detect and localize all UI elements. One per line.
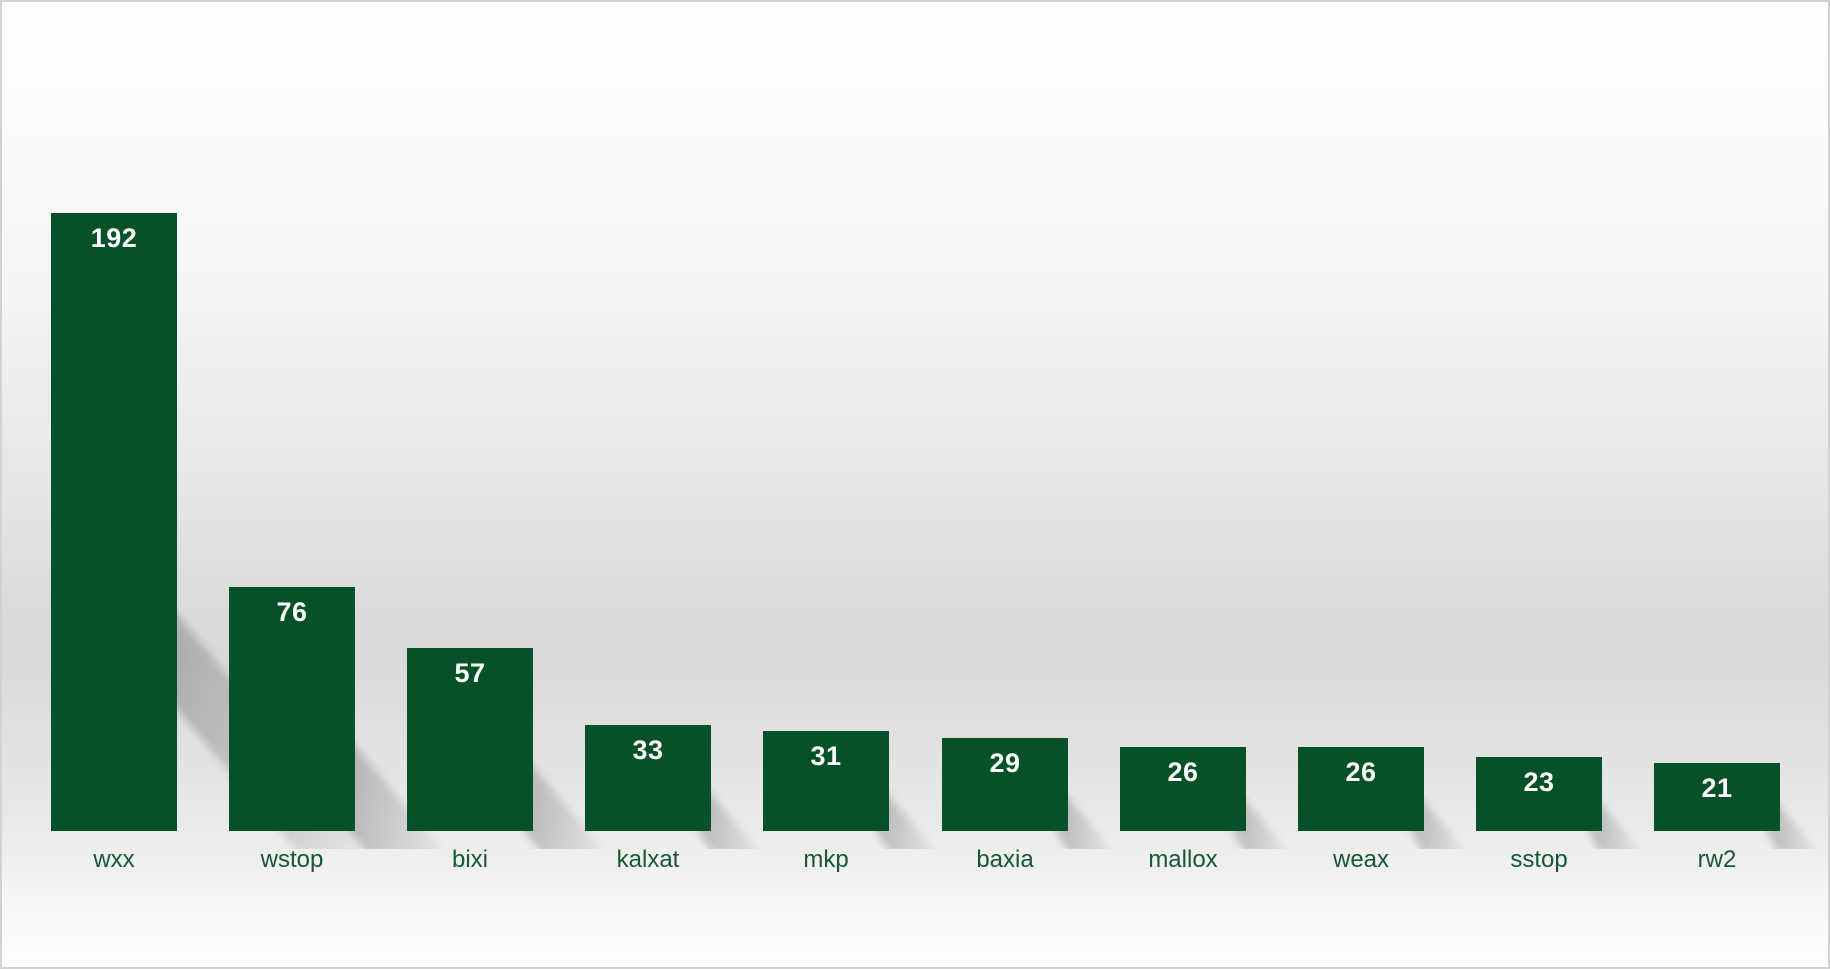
category-label: sstop bbox=[1510, 846, 1568, 873]
bar-value-label: 33 bbox=[632, 735, 664, 765]
category-label: mallox bbox=[1148, 846, 1218, 873]
category-label: mkp bbox=[803, 846, 849, 873]
bar-wstop: 76 bbox=[229, 587, 355, 831]
bar-value-label: 29 bbox=[989, 748, 1021, 778]
bar-wxx: 192 bbox=[51, 213, 177, 831]
bar-mkp: 31 bbox=[763, 731, 889, 831]
category-label: bixi bbox=[451, 846, 488, 873]
bar-kalxat: 33 bbox=[585, 725, 711, 831]
bar-value-label: 192 bbox=[90, 223, 138, 253]
bar-sstop: 23 bbox=[1476, 757, 1602, 831]
category-label: rw2 bbox=[1697, 846, 1737, 873]
bar-weax: 26 bbox=[1298, 747, 1424, 831]
bar-value-label: 26 bbox=[1167, 757, 1199, 787]
bar-rw2: 21 bbox=[1654, 763, 1780, 831]
bar-mallox: 26 bbox=[1120, 747, 1246, 831]
bar-value-label: 57 bbox=[454, 658, 486, 688]
bar-value-label: 26 bbox=[1345, 757, 1377, 787]
category-label: wstop bbox=[260, 846, 324, 873]
bar-baxia: 29 bbox=[942, 738, 1068, 831]
category-label: kalxat bbox=[616, 846, 680, 873]
bar-value-label: 76 bbox=[276, 597, 308, 627]
category-label: weax bbox=[1332, 846, 1390, 873]
bar-value-label: 31 bbox=[810, 741, 842, 771]
bar-value-label: 23 bbox=[1523, 767, 1555, 797]
category-label: baxia bbox=[976, 846, 1034, 873]
category-label: wxx bbox=[93, 846, 135, 873]
bar-bixi: 57 bbox=[407, 648, 533, 831]
bar-value-label: 21 bbox=[1701, 773, 1733, 803]
